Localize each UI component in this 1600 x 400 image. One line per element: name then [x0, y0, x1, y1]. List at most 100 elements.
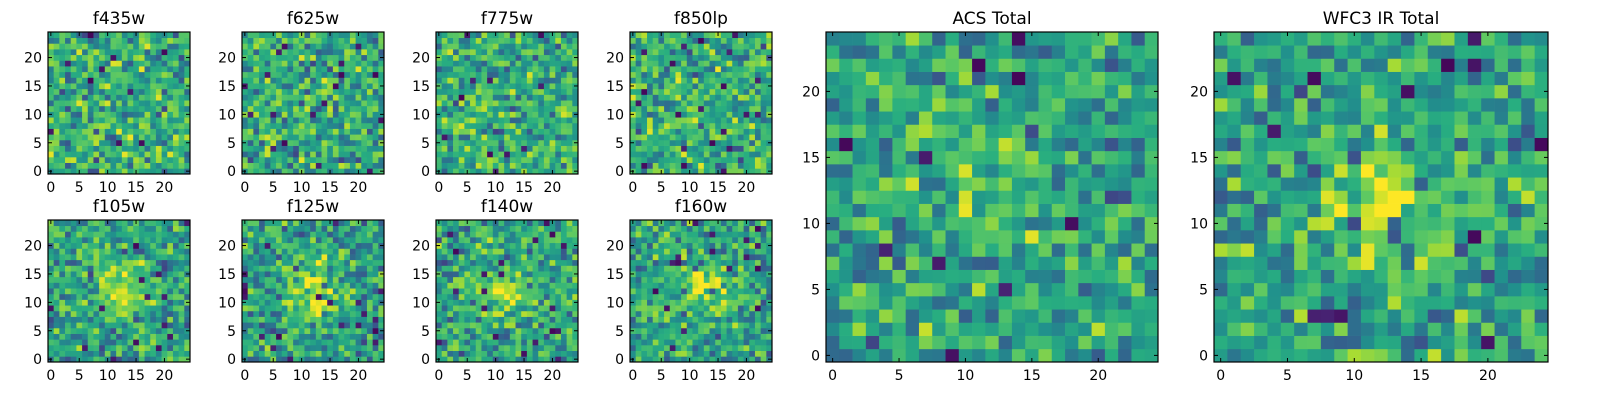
heatmap-cell [349, 54, 356, 61]
y-tick-label: 10 [606, 107, 624, 123]
heatmap-cell [669, 322, 676, 329]
heatmap-cell [652, 282, 659, 289]
heatmap-cell [436, 316, 443, 323]
heatmap-cell [53, 333, 60, 340]
heatmap-cell [172, 145, 179, 152]
heatmap-cell [161, 66, 168, 73]
heatmap-cell [304, 254, 311, 261]
heatmap-cell [560, 122, 567, 129]
heatmap-cell [82, 100, 89, 107]
heatmap-cell [458, 145, 465, 152]
x-tick-label: 15 [321, 180, 339, 196]
heatmap-cell [121, 88, 128, 95]
heatmap-cell [184, 339, 191, 346]
heatmap-cell [70, 248, 77, 255]
heatmap-cell [178, 71, 185, 78]
heatmap-cell [161, 271, 168, 278]
heatmap-cell [321, 32, 328, 39]
heatmap-cell [515, 32, 522, 39]
heatmap-cell [532, 265, 539, 272]
heatmap-cell [549, 299, 556, 306]
heatmap-cell [310, 66, 317, 73]
heatmap-cell [543, 32, 550, 39]
heatmap-cell [521, 66, 528, 73]
heatmap-cell [172, 333, 179, 340]
heatmap-cell [53, 54, 60, 61]
heatmap-cell [281, 128, 288, 135]
heatmap-cell [361, 100, 368, 107]
heatmap-cell [270, 265, 277, 272]
heatmap-cell [453, 322, 460, 329]
heatmap-cell [270, 94, 277, 101]
heatmap-cell [675, 134, 682, 141]
heatmap-cell [549, 134, 556, 141]
heatmap-cell [760, 288, 767, 295]
heatmap-cell [641, 37, 648, 44]
heatmap-cell [487, 259, 494, 266]
heatmap-cell [681, 139, 688, 146]
heatmap-cell [270, 139, 277, 146]
heatmap-cell [726, 88, 733, 95]
heatmap-cell [532, 333, 539, 340]
heatmap-cell [242, 145, 249, 152]
heatmap-cell [658, 151, 665, 158]
heatmap-cell [641, 122, 648, 129]
heatmap-cell [264, 310, 271, 317]
heatmap-cell [555, 242, 562, 249]
heatmap-cell [82, 237, 89, 244]
heatmap-cell [270, 111, 277, 118]
heatmap-cell [366, 327, 373, 334]
heatmap-cell [287, 71, 294, 78]
heatmap-cell [703, 145, 710, 152]
heatmap-cell [315, 49, 322, 56]
heatmap-cell [675, 71, 682, 78]
heatmap-cell [492, 71, 499, 78]
heatmap-cell [378, 60, 385, 67]
heatmap-cell [281, 259, 288, 266]
heatmap-cell [127, 168, 134, 175]
heatmap-cell [487, 37, 494, 44]
heatmap-cell [315, 327, 322, 334]
heatmap-cell [566, 145, 573, 152]
heatmap-cell [65, 83, 72, 90]
heatmap-cell [104, 310, 111, 317]
heatmap-cell [515, 94, 522, 101]
heatmap-cell [509, 322, 516, 329]
heatmap-cell [509, 60, 516, 67]
heatmap-cell [675, 128, 682, 135]
heatmap-cell [65, 32, 72, 39]
heatmap-cell [681, 356, 688, 363]
y-tick-label: 15 [218, 79, 236, 95]
heatmap-cell [110, 242, 117, 249]
heatmap-cell [555, 94, 562, 101]
heatmap-cell [543, 77, 550, 84]
heatmap-cell [133, 77, 140, 84]
heatmap-cell [327, 134, 334, 141]
heatmap-cell [630, 310, 637, 317]
heatmap-cell [76, 66, 83, 73]
heatmap-cell [99, 322, 106, 329]
heatmap-cell [504, 242, 511, 249]
x-tick-label: 5 [657, 180, 666, 196]
heatmap-cell [498, 168, 505, 175]
heatmap-cell [247, 276, 254, 283]
heatmap-cell [498, 60, 505, 67]
heatmap-cell [82, 339, 89, 346]
heatmap-cell [361, 265, 368, 272]
heatmap-cell [242, 265, 249, 272]
heatmap-cell [560, 66, 567, 73]
heatmap-cell [332, 299, 339, 306]
heatmap-cell [361, 145, 368, 152]
heatmap-cell [464, 299, 471, 306]
heatmap-cell [104, 117, 111, 124]
heatmap-cell [481, 111, 488, 118]
heatmap-cell [766, 288, 773, 295]
heatmap-cell [150, 333, 157, 340]
heatmap-cell [144, 77, 151, 84]
heatmap-cell [178, 151, 185, 158]
heatmap-cell [355, 117, 362, 124]
heatmap-cell [720, 344, 727, 351]
heatmap-cell [349, 288, 356, 295]
heatmap-cell [167, 117, 174, 124]
heatmap-cell [754, 66, 761, 73]
